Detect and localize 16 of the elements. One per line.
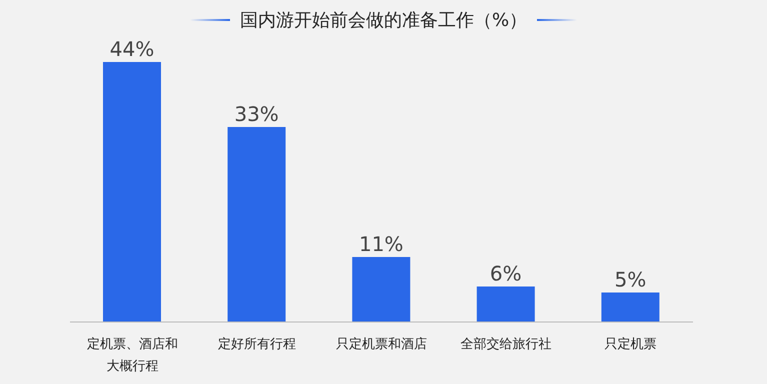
bar [228,127,286,322]
x-tick-label: 定机票、酒店和大概行程 [86,336,178,374]
x-tick-label: 全部交给旅行社 [460,336,552,352]
x-tick-label: 只定机票 [604,337,657,352]
data-label: 11% [358,232,404,256]
data-label: 33% [234,102,279,126]
data-label: 6% [490,262,522,286]
chart-title: 国内游开始前会做的准备工作（%） [240,9,528,32]
x-tick-label: 定好所有行程 [218,337,296,352]
bar [103,62,161,322]
data-label: 5% [614,267,646,292]
bar [476,286,535,322]
x-tick-label: 只定机票和酒店 [336,336,427,352]
data-label: 44% [110,37,154,61]
bar [352,257,410,322]
bar [601,292,660,322]
